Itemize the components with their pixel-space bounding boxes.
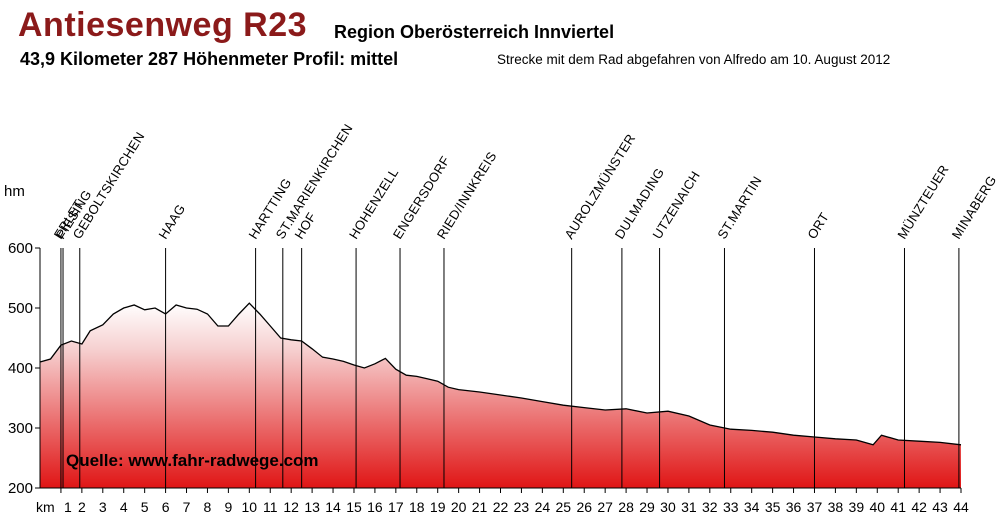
x-tick-label: 28 <box>618 499 634 515</box>
source-label: Quelle: www.fahr-radwege.com <box>66 451 319 470</box>
x-tick-label: 25 <box>556 499 572 515</box>
y-tick-label: 200 <box>8 480 33 497</box>
x-tick-label: 14 <box>325 499 341 515</box>
ridden-note: Strecke mit dem Rad abgefahren von Alfre… <box>497 52 891 67</box>
place-label: MÜNZTEUER <box>894 162 951 241</box>
x-tick-label: 41 <box>890 499 906 515</box>
x-tick-label: 37 <box>807 499 823 515</box>
x-tick-label: 39 <box>849 499 865 515</box>
y-tick-label: 600 <box>8 240 33 257</box>
x-tick-label: 42 <box>911 499 927 515</box>
place-label: GEBOLTSKIRCHEN <box>70 129 148 241</box>
x-tick-label: 10 <box>242 499 258 515</box>
y-tick-label: 300 <box>8 420 33 437</box>
x-tick-label: 8 <box>204 499 212 515</box>
x-tick-label: 29 <box>639 499 655 515</box>
elevation-line <box>39 302 962 446</box>
x-tick-label: 2 <box>78 499 86 515</box>
x-axis-unit-label: km <box>36 499 55 515</box>
x-tick-label: 21 <box>472 499 488 515</box>
x-tick-label: 19 <box>430 499 446 515</box>
x-tick-label: 17 <box>388 499 404 515</box>
x-tick-label: 44 <box>953 499 969 515</box>
x-tick-label: 4 <box>120 499 128 515</box>
x-tick-label: 26 <box>576 499 592 515</box>
x-tick-label: 34 <box>744 499 760 515</box>
x-tick-label: 32 <box>702 499 718 515</box>
x-tick-label: 40 <box>869 499 885 515</box>
x-tick-label: 36 <box>786 499 802 515</box>
x-tick-label: 23 <box>514 499 530 515</box>
x-tick-label: 3 <box>99 499 107 515</box>
region-subtitle: Region Oberösterreich Innviertel <box>334 22 615 42</box>
x-tick-label: 35 <box>765 499 781 515</box>
x-tick-label: 13 <box>304 499 320 515</box>
x-tick-label: 11 <box>263 499 278 515</box>
x-tick-label: 24 <box>535 499 551 515</box>
x-tick-label: 12 <box>283 499 299 515</box>
place-label: MINABERG <box>949 173 1000 242</box>
y-tick-label: 400 <box>8 360 33 377</box>
x-tick-label: 16 <box>367 499 383 515</box>
x-tick-label: 43 <box>932 499 948 515</box>
x-tick-label: 1 <box>64 499 72 515</box>
y-axis-label: hm <box>4 183 25 200</box>
place-label: ST.MARTIN <box>714 173 764 241</box>
x-tick-label: 38 <box>828 499 844 515</box>
place-label: HAAG <box>155 201 188 241</box>
y-tick-label: 500 <box>8 300 33 317</box>
x-tick-label: 7 <box>183 499 191 515</box>
x-tick-label: 9 <box>224 499 232 515</box>
x-tick-label: 33 <box>723 499 739 515</box>
x-tick-label: 15 <box>346 499 362 515</box>
x-tick-label: 18 <box>409 499 425 515</box>
route-stats: 43,9 Kilometer 287 Höhenmeter Profil: mi… <box>20 49 399 69</box>
x-tick-label: 20 <box>451 499 467 515</box>
x-tick-label: 22 <box>493 499 509 515</box>
x-tick-label: 27 <box>597 499 613 515</box>
x-tick-label: 30 <box>660 499 676 515</box>
x-tick-label: 31 <box>681 499 697 515</box>
x-tick-label: 5 <box>141 499 149 515</box>
place-label: ORT <box>804 210 832 242</box>
page-title: Antiesenweg R23 <box>18 6 308 44</box>
x-tick-label: 6 <box>162 499 170 515</box>
